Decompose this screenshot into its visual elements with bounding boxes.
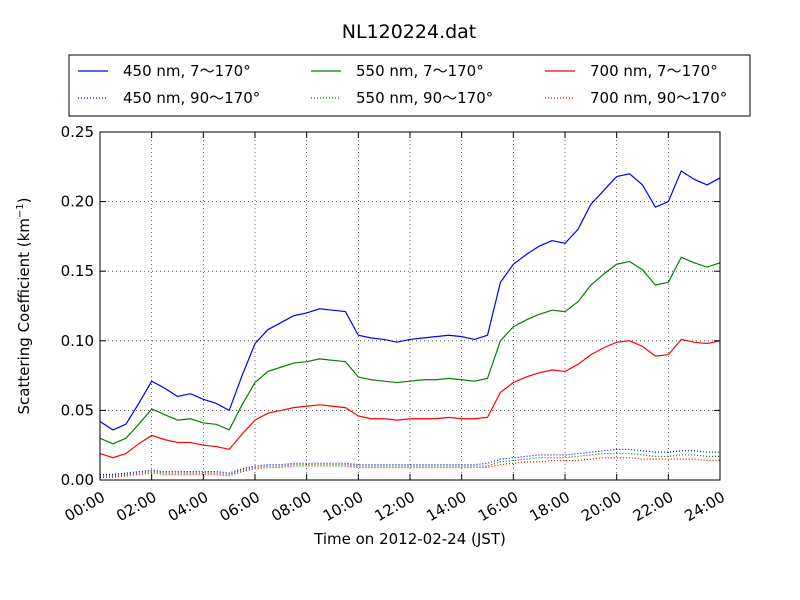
x-tick-label: 08:00 <box>268 488 314 525</box>
legend-label-5: 700 nm, 90～170° <box>590 89 727 107</box>
y-axis-label-main: Scattering Coefficient (km <box>15 218 33 414</box>
y-tick-label: 0.10 <box>61 332 94 350</box>
x-tick-label: 02:00 <box>113 488 159 525</box>
legend-label-3: 550 nm, 90～170° <box>356 89 493 107</box>
y-tick-label: 0.25 <box>61 123 94 141</box>
y-axis-label-close: ) <box>15 197 33 203</box>
series-line-2 <box>99 256 721 445</box>
series-line-0 <box>99 170 721 431</box>
x-tick-label: 16:00 <box>475 488 521 525</box>
grid-lines <box>100 132 720 480</box>
x-tick-label: 06:00 <box>217 488 263 525</box>
y-tick-label: 0.15 <box>61 262 94 280</box>
y-tick-labels: 0.00 0.05 0.10 0.15 0.20 0.25 <box>61 123 94 489</box>
y-tick-label: 0.00 <box>61 471 94 489</box>
tick-marks <box>99 131 721 481</box>
y-tick-label: 0.20 <box>61 193 94 211</box>
legend: 450 nm, 7～170° 550 nm, 7～170° 700 nm, 7～17… <box>68 54 751 117</box>
x-tick-label: 00:00 <box>62 488 108 525</box>
x-tick-label: 24:00 <box>682 488 728 525</box>
legend-box <box>68 54 751 117</box>
x-tick-label: 12:00 <box>372 488 418 525</box>
x-tick-labels: 00:00 02:00 04:00 06:00 08:00 10:00 12:00 14:00… <box>62 488 728 525</box>
series-layer <box>99 170 721 478</box>
legend-label-0: 450 nm, 7～170° <box>123 62 251 80</box>
series-line-1 <box>100 448 720 476</box>
x-tick-label: 22:00 <box>630 488 676 525</box>
y-tick-label: 0.05 <box>61 401 94 419</box>
series-line-4 <box>99 338 721 459</box>
chart-title: NL120224.dat <box>342 21 477 43</box>
x-tick-label: 04:00 <box>165 488 211 525</box>
x-tick-label: 10:00 <box>320 488 366 525</box>
series-line-3 <box>100 452 720 477</box>
x-tick-label: 20:00 <box>578 488 624 525</box>
x-axis-label: Time on 2012-02-24 (JST) <box>313 530 506 548</box>
x-tick-label: 18:00 <box>527 488 573 525</box>
y-axis-label: Scattering Coefficient (km−1) <box>15 197 33 414</box>
y-axis-label-superscript: −1 <box>15 203 26 218</box>
x-tick-label: 14:00 <box>423 488 469 525</box>
legend-label-4: 700 nm, 7～170° <box>590 62 718 80</box>
legend-label-2: 550 nm, 7～170° <box>356 62 484 80</box>
legend-label-1: 450 nm, 90～170° <box>123 89 260 107</box>
